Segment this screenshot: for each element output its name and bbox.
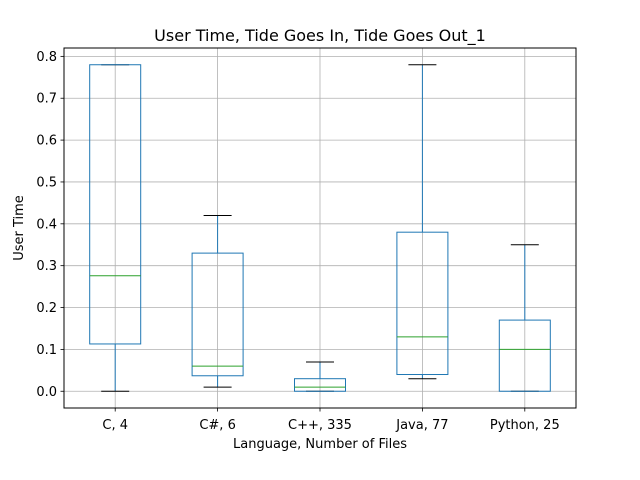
y-tick-label: 0.2	[36, 301, 57, 316]
x-tick-label: Java, 77	[395, 418, 448, 433]
x-axis-label: Language, Number of Files	[233, 437, 407, 452]
y-axis-label: User Time	[12, 195, 27, 261]
ticks-layer: 0.0 0.1 0.2 0.3 0.4 0.5 0.6 0.7 0.8 C, 4 C#, 6 C++,…	[36, 50, 559, 433]
x-tick-label: C, 4	[102, 418, 128, 433]
box-iqr	[294, 378, 346, 392]
box-group	[191, 214, 244, 388]
box-iqr	[498, 319, 551, 392]
box-group	[89, 64, 142, 392]
chart-title: User Time, Tide Goes In, Tide Goes Out_1	[154, 26, 486, 46]
y-tick-label: 0.6	[36, 134, 57, 149]
boxes-layer	[89, 64, 551, 392]
y-tick-label: 0.1	[36, 343, 57, 358]
y-tick-label: 0.0	[36, 385, 57, 400]
x-tick-label: C#, 6	[199, 418, 236, 433]
y-tick-label: 0.7	[36, 92, 57, 107]
box-iqr	[89, 64, 142, 345]
box-iqr	[191, 252, 244, 377]
y-tick-label: 0.3	[36, 259, 57, 274]
box-group	[396, 64, 449, 380]
box-iqr	[396, 231, 449, 376]
x-tick-label: Python, 25	[490, 418, 560, 433]
y-tick-label: 0.4	[36, 217, 57, 232]
y-tick-label: 0.8	[36, 50, 57, 65]
y-tick-label: 0.5	[36, 175, 57, 190]
box-group	[498, 244, 551, 392]
x-tick-label: C++, 335	[288, 418, 352, 433]
box-group	[294, 361, 346, 392]
